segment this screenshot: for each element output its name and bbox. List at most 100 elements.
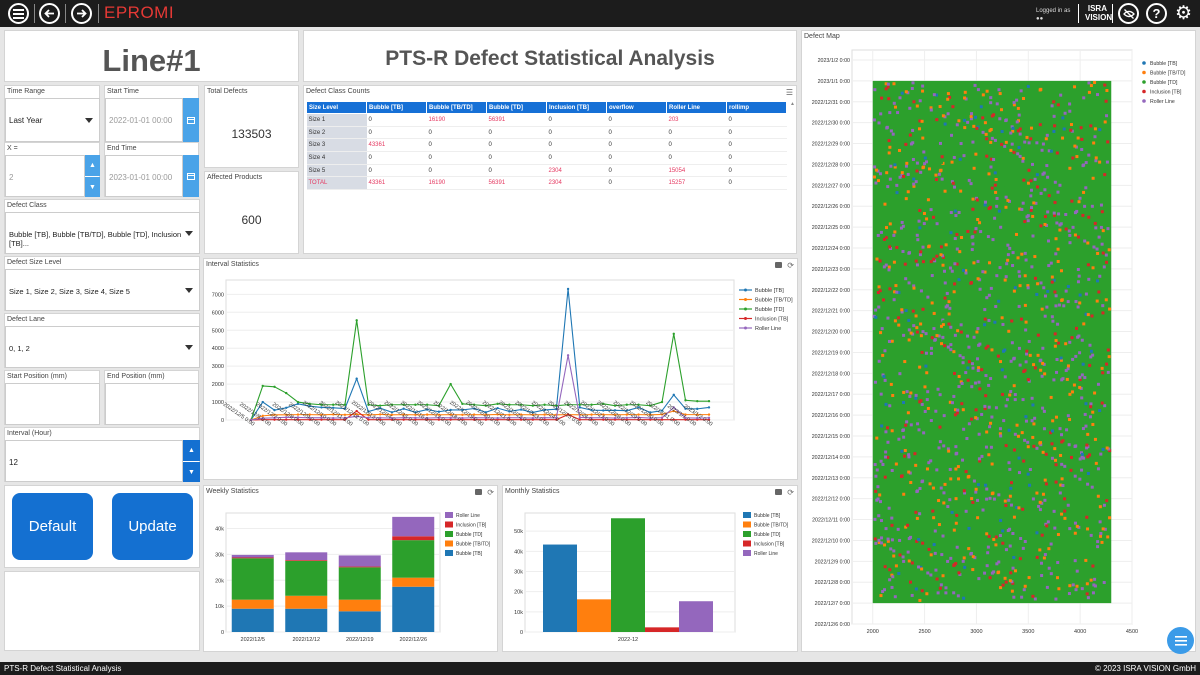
table-menu-icon[interactable]: ☰ — [785, 88, 793, 97]
fab-menu-button[interactable] — [1167, 627, 1194, 654]
table-scrollbar[interactable]: ▲ — [790, 101, 795, 107]
settings-icon: ⚙ — [1174, 3, 1193, 24]
interval-increment-button[interactable]: ▲ — [183, 440, 200, 461]
defect-point — [935, 93, 939, 97]
default-button[interactable]: Default — [12, 493, 93, 560]
x-tick-label: 3000 — [970, 629, 982, 635]
defect-point — [1050, 104, 1054, 108]
defect-point — [1000, 129, 1004, 133]
defect-point — [1024, 360, 1028, 364]
start-position-input[interactable] — [5, 383, 100, 425]
defect-point — [875, 468, 879, 472]
table-header-cell[interactable]: rollimp — [726, 101, 787, 114]
table-header-cell[interactable]: Bubble [TB/TD] — [426, 101, 487, 114]
defect-point — [1077, 200, 1081, 204]
table-header-cell[interactable]: Bubble [TD] — [486, 101, 547, 114]
defect-point — [933, 529, 937, 533]
settings-button[interactable]: ⚙ — [1173, 3, 1194, 24]
data-point — [660, 413, 664, 416]
start-time-calendar-button[interactable] — [183, 98, 199, 142]
defect-point — [1008, 544, 1012, 548]
defect-point — [949, 348, 953, 352]
defect-point — [899, 226, 903, 230]
end-position-input[interactable] — [105, 383, 199, 425]
defect-point — [976, 262, 980, 266]
defect-point — [984, 346, 988, 350]
defect-point — [1022, 459, 1026, 463]
defect-point — [961, 458, 965, 462]
defect-point — [1086, 455, 1090, 459]
x-input[interactable]: 2 — [5, 155, 85, 197]
defect-point — [1054, 294, 1058, 298]
x-increment-button[interactable]: ▲ — [85, 155, 100, 176]
time-range-select[interactable]: Last Year — [5, 98, 100, 142]
image-icon[interactable] — [475, 489, 482, 495]
interval-input[interactable]: 12 — [5, 440, 183, 482]
defect-point — [1022, 583, 1026, 587]
defect-point — [1080, 451, 1084, 455]
defect-point — [995, 204, 999, 208]
y-tick-label: 2000 — [212, 382, 224, 388]
interval-decrement-button[interactable]: ▼ — [183, 462, 200, 482]
update-button[interactable]: Update — [112, 493, 193, 560]
help-button[interactable]: ? — [1146, 3, 1167, 24]
defect-point — [1107, 355, 1111, 359]
defect-point — [1030, 206, 1034, 210]
table-header-cell[interactable]: Size Level — [306, 101, 367, 114]
image-icon[interactable] — [775, 262, 782, 268]
x-tick-label: 2022/12/26 — [399, 637, 427, 643]
defect-point — [939, 168, 943, 172]
start-time-input[interactable]: 2022-01-01 00:00 — [105, 98, 183, 142]
defect-point — [959, 142, 963, 146]
refresh-icon[interactable]: ⟳ — [787, 261, 794, 270]
data-point — [543, 408, 546, 412]
defect-point — [964, 371, 968, 375]
data-point — [437, 404, 441, 407]
defect-point — [886, 426, 890, 430]
table-cell: 0 — [366, 126, 427, 140]
end-time-input[interactable]: 2023-01-01 00:00 — [105, 155, 183, 197]
defect-point — [892, 82, 896, 86]
refresh-icon[interactable]: ⟳ — [487, 488, 494, 497]
refresh-icon[interactable]: ⟳ — [787, 488, 794, 497]
hide-button[interactable] — [1118, 3, 1139, 24]
defect-point — [873, 463, 877, 467]
defect-point — [1018, 274, 1022, 278]
defect-point — [985, 497, 989, 501]
defect-point — [1073, 559, 1077, 563]
defect-point — [928, 552, 932, 556]
defect-class-select[interactable]: Bubble [TB], Bubble [TB/TD], Bubble [TD]… — [5, 212, 200, 254]
defect-point — [962, 596, 966, 600]
defect-point — [1018, 284, 1022, 288]
data-point — [531, 416, 535, 420]
table-header-cell[interactable]: Bubble [TB] — [366, 101, 427, 114]
image-icon[interactable] — [775, 489, 782, 495]
defect-point — [958, 157, 962, 161]
table-header-cell[interactable]: overflow — [606, 101, 667, 114]
menu-button[interactable] — [8, 3, 29, 24]
defect-point — [1100, 210, 1104, 214]
table-cell: 16190 — [426, 113, 487, 127]
defect-point — [1101, 371, 1105, 375]
defect-point — [1063, 464, 1067, 468]
defect-point — [941, 318, 945, 322]
defect-point — [886, 185, 890, 189]
table-header-cell[interactable]: Inclusion [TB] — [546, 101, 607, 114]
defect-point — [1066, 123, 1070, 127]
forward-button[interactable] — [71, 3, 92, 24]
defect-point — [904, 309, 908, 313]
defect-point — [940, 553, 944, 557]
defect-point — [1089, 84, 1093, 88]
defect-lane-select[interactable]: 0, 1, 2 — [5, 326, 200, 368]
back-button[interactable] — [39, 3, 60, 24]
table-header-cell[interactable]: Roller Line — [666, 101, 727, 114]
defect-point — [1017, 471, 1021, 475]
x-decrement-button[interactable]: ▼ — [85, 177, 100, 197]
hide-icon — [1122, 8, 1135, 19]
defect-size-level-select[interactable]: Size 1, Size 2, Size 3, Size 4, Size 5 — [5, 269, 200, 311]
data-point — [449, 382, 452, 386]
defect-point — [1000, 142, 1004, 146]
data-point — [367, 416, 370, 419]
defect-point — [1009, 564, 1013, 568]
end-time-calendar-button[interactable] — [183, 155, 199, 197]
